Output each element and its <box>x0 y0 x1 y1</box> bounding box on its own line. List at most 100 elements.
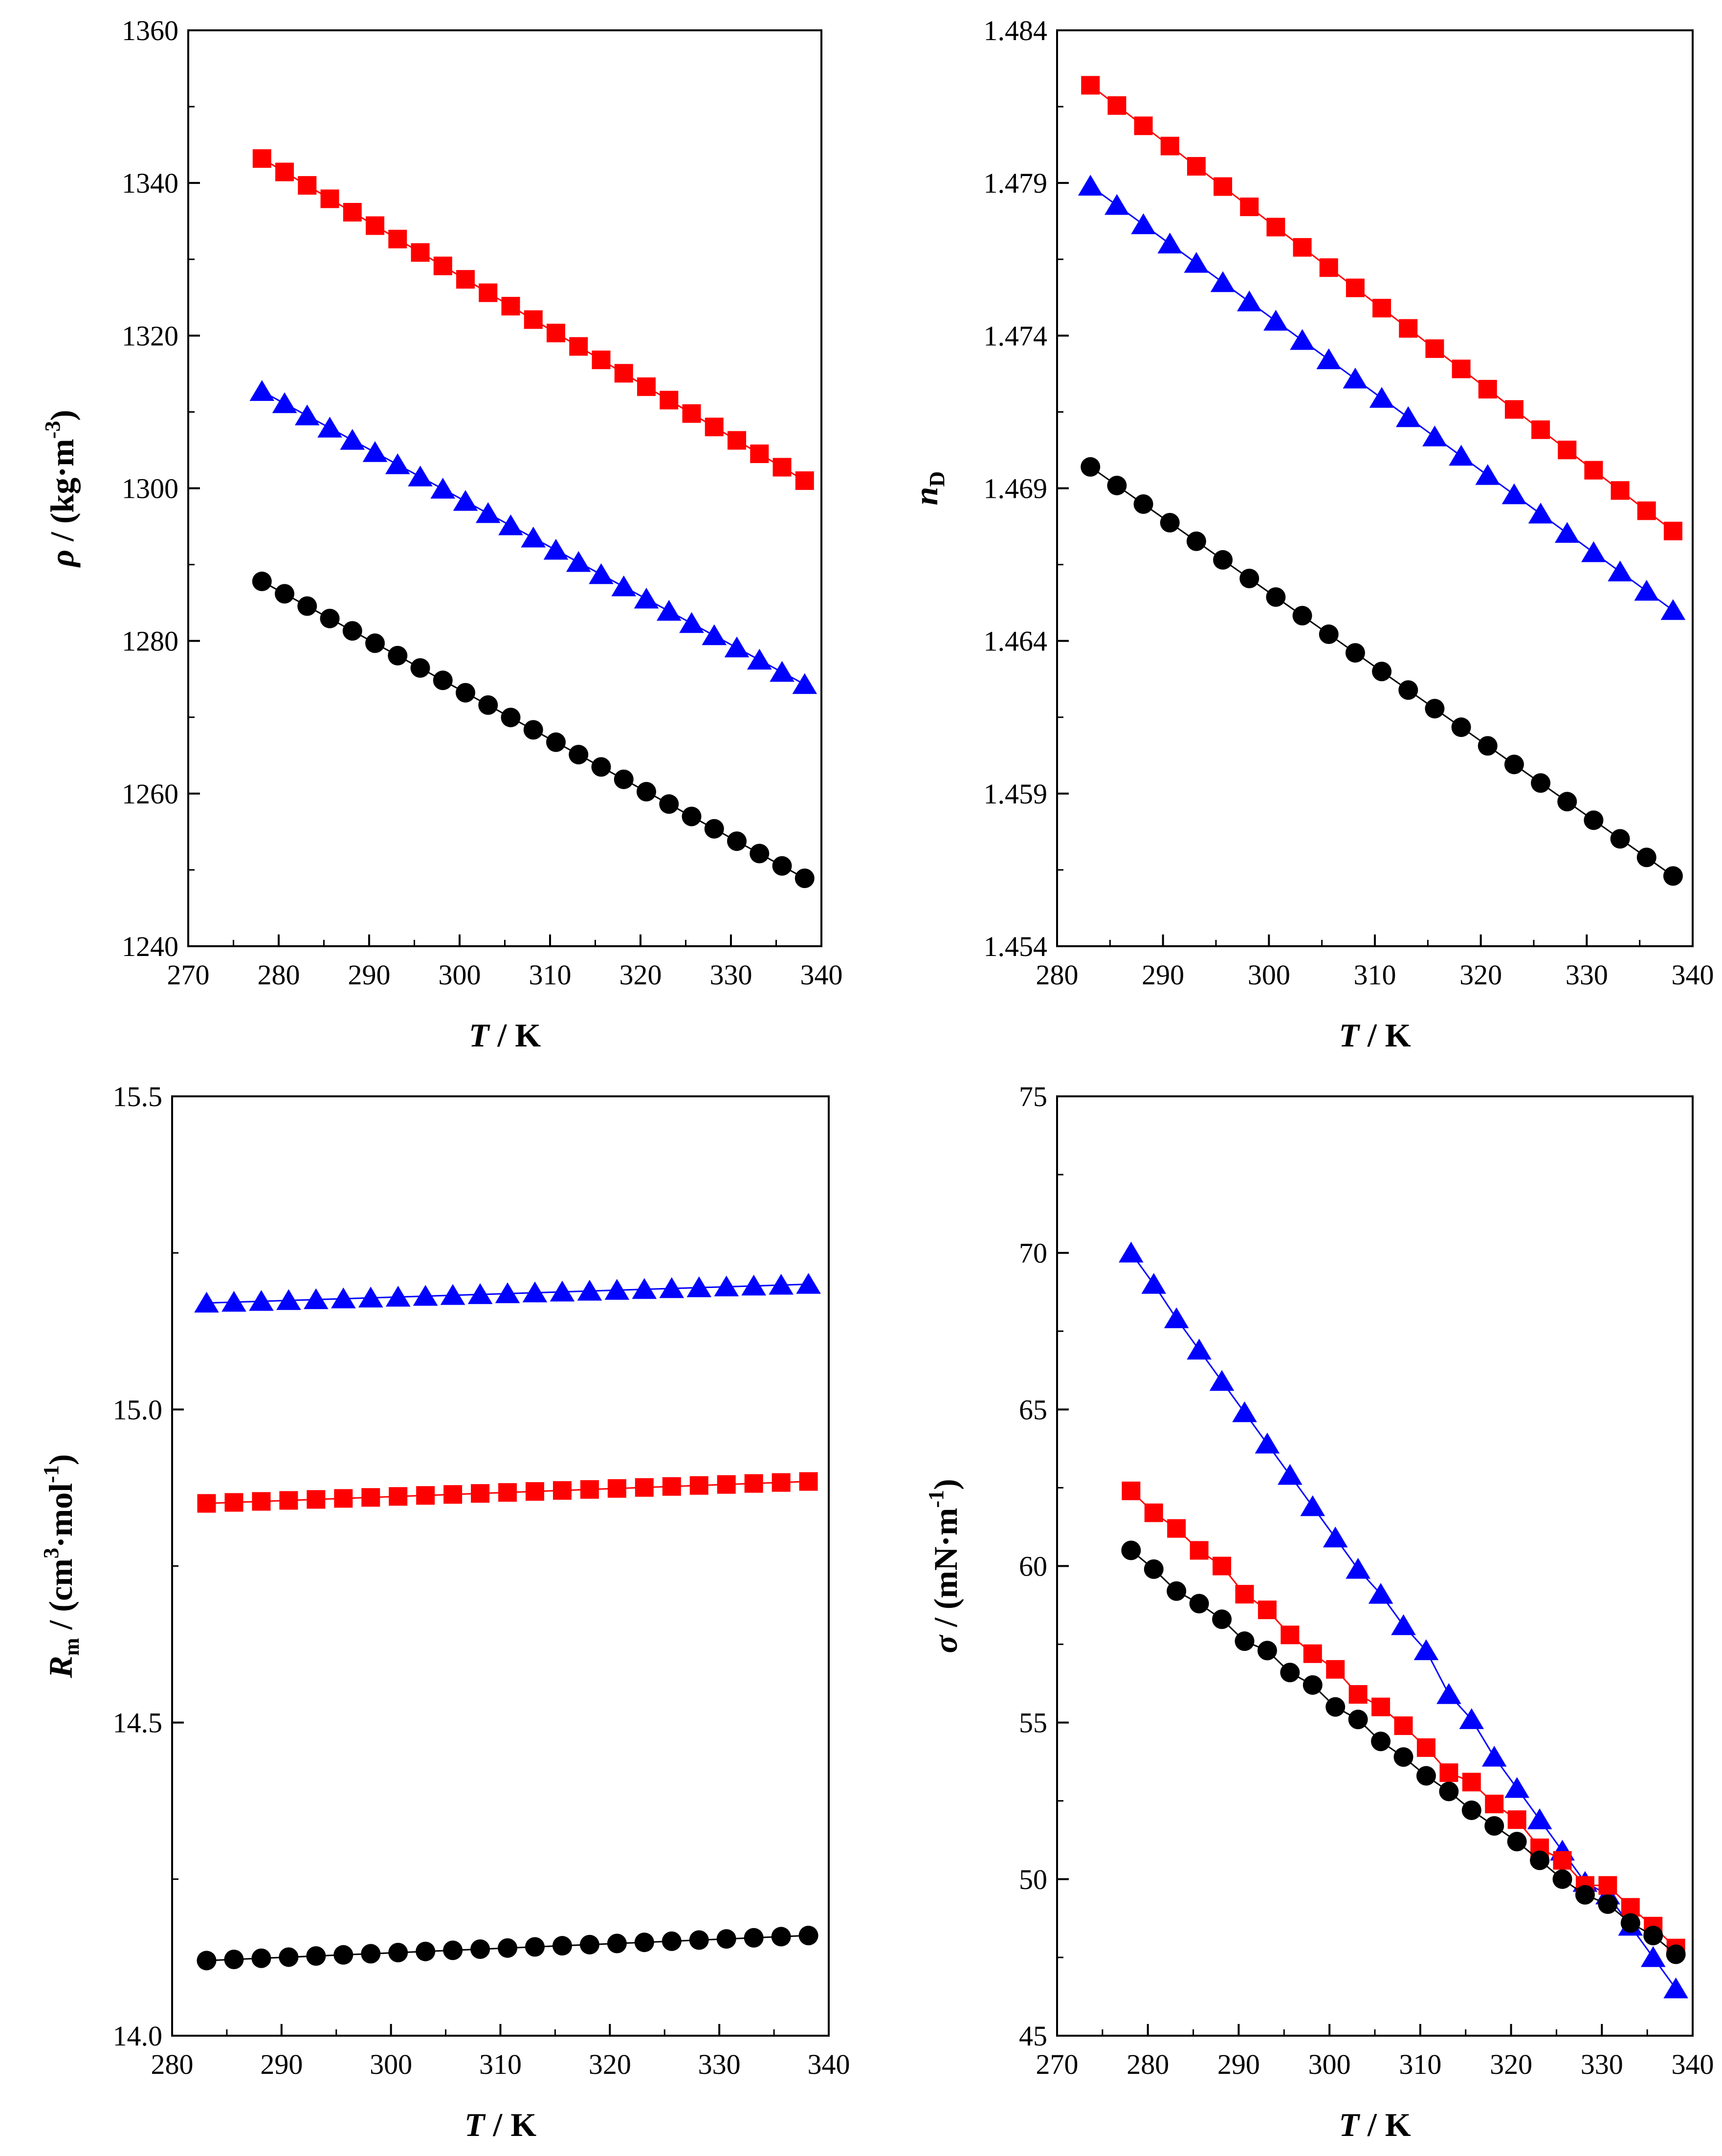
square-marker-16 <box>614 364 633 383</box>
y-tick-label: 1.464 <box>984 625 1048 657</box>
circle-marker-1 <box>275 584 295 604</box>
triangle-marker-19 <box>714 1275 739 1296</box>
triangle-marker-11 <box>1369 387 1394 408</box>
plot-frame <box>171 1095 830 2037</box>
triangle-marker-18 <box>656 600 682 621</box>
x-tick-label: 330 <box>1566 959 1608 991</box>
x-tick-label: 320 <box>589 2048 631 2080</box>
circle-marker-15 <box>1478 736 1498 756</box>
square-marker-5 <box>334 1489 353 1508</box>
triangle-marker-13 <box>550 1280 575 1302</box>
triangle-marker-7 <box>385 1286 411 1307</box>
triangle-marker-11 <box>1368 1583 1393 1604</box>
circle-marker-12 <box>1393 1747 1413 1767</box>
circle-marker-13 <box>546 732 566 752</box>
square-marker-4 <box>307 1490 326 1509</box>
triangle-marker-3 <box>1157 232 1183 254</box>
triangle-marker-14 <box>1449 445 1474 466</box>
square-marker-22 <box>799 1472 818 1491</box>
circle-marker-16 <box>614 769 634 789</box>
triangle-marker-9 <box>440 1284 465 1305</box>
square-marker-15 <box>1462 1773 1481 1792</box>
square-marker-17 <box>1531 420 1550 439</box>
triangle-marker-15 <box>1475 464 1501 485</box>
triangle-marker-3 <box>276 1289 301 1310</box>
y-tick-label: 14.5 <box>113 1707 163 1739</box>
circle-marker-3 <box>320 608 340 628</box>
square-marker-24 <box>795 471 814 490</box>
circle-marker-13 <box>1425 699 1445 719</box>
circle-marker-1 <box>224 1949 244 1969</box>
triangle-marker-14 <box>566 551 591 572</box>
circle-marker-0 <box>197 1951 217 1971</box>
circle-marker-23 <box>772 856 792 876</box>
y-tick-label: 15.5 <box>113 1081 163 1112</box>
triangle-marker-7 <box>1278 1464 1303 1485</box>
triangle-marker-23 <box>770 661 795 682</box>
triangle-marker-21 <box>1634 579 1659 601</box>
square-marker-16 <box>1504 400 1523 419</box>
square-marker-1 <box>275 162 294 181</box>
series-triangle <box>1119 1242 1688 1999</box>
triangle-marker-22 <box>796 1273 821 1294</box>
square-marker-15 <box>607 1479 626 1498</box>
x-tick-label: 270 <box>1036 2048 1079 2080</box>
triangle-marker-1 <box>1104 194 1129 215</box>
square-marker-13 <box>547 324 566 343</box>
square-marker-9 <box>443 1485 463 1504</box>
triangle-marker-13 <box>1413 1639 1439 1660</box>
y-tick-label: 1240 <box>122 931 178 962</box>
x-tick-label: 340 <box>1672 2048 1714 2080</box>
circle-marker-2 <box>297 596 317 616</box>
square-marker-14 <box>1439 1763 1458 1782</box>
square-marker-20 <box>1611 481 1630 500</box>
x-tick-label: 300 <box>439 959 481 991</box>
circle-marker-11 <box>1372 662 1392 682</box>
circle-marker-9 <box>1319 624 1339 645</box>
triangle-marker-24 <box>1663 1977 1688 1999</box>
triangle-marker-5 <box>331 1287 356 1309</box>
x-tick-label: 290 <box>348 959 391 991</box>
x-tick-label: 320 <box>1459 959 1502 991</box>
triangle-marker-10 <box>467 1283 493 1304</box>
square-marker-12 <box>1394 1716 1413 1735</box>
circle-marker-22 <box>750 844 770 864</box>
triangle-marker-6 <box>385 453 410 474</box>
circle-marker-1 <box>1107 475 1127 495</box>
y-axis-title: σ / (mN·m-1) <box>924 1479 964 1653</box>
triangle-marker-6 <box>1236 290 1262 311</box>
square-marker-21 <box>1637 501 1656 520</box>
circle-marker-15 <box>591 757 611 777</box>
square-marker-2 <box>252 1492 271 1511</box>
triangle-marker-17 <box>634 587 659 609</box>
x-tick-label: 310 <box>529 959 572 991</box>
circle-marker-22 <box>798 1926 818 1946</box>
circle-marker-10 <box>478 695 498 715</box>
square-marker-11 <box>498 1483 517 1502</box>
x-tick-label: 340 <box>800 959 843 991</box>
square-marker-5 <box>1214 177 1233 196</box>
y-tick-label: 70 <box>1019 1237 1047 1269</box>
series-square <box>252 149 814 490</box>
x-tick-label: 340 <box>808 2048 850 2080</box>
triangle-marker-6 <box>1255 1432 1280 1454</box>
circle-marker-18 <box>1530 1850 1550 1870</box>
y-tick-label: 1260 <box>122 778 178 810</box>
triangle-marker-16 <box>1481 1746 1507 1767</box>
series-circle <box>252 571 815 889</box>
circle-marker-8 <box>1292 606 1312 626</box>
circle-marker-23 <box>1643 1926 1663 1946</box>
circle-marker-8 <box>416 1941 436 1961</box>
series-square <box>1081 76 1682 540</box>
triangle-marker-2 <box>294 404 320 425</box>
square-marker-9 <box>1326 1660 1345 1679</box>
x-axis-title: T / K <box>1339 1017 1411 1054</box>
y-tick-label: 60 <box>1019 1551 1047 1582</box>
square-marker-18 <box>689 1476 708 1495</box>
square-marker-11 <box>501 297 520 316</box>
x-tick-label: 310 <box>1354 959 1396 991</box>
circle-marker-24 <box>795 868 815 889</box>
x-tick-label: 320 <box>619 959 662 991</box>
circle-marker-21 <box>1636 847 1656 867</box>
triangle-marker-0 <box>194 1291 219 1313</box>
